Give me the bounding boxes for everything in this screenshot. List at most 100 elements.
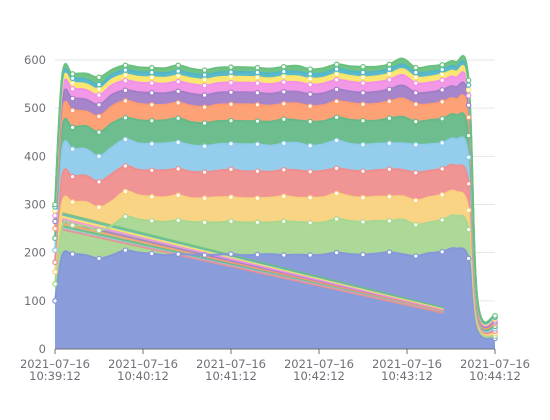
data-point[interactable] [52, 235, 58, 242]
data-point[interactable] [228, 141, 234, 147]
data-point[interactable] [201, 104, 208, 111]
data-point[interactable] [175, 139, 182, 146]
data-point[interactable] [333, 249, 340, 256]
data-point[interactable] [122, 188, 129, 195]
data-point[interactable] [439, 87, 446, 93]
data-point[interactable] [386, 76, 393, 83]
data-point[interactable] [201, 169, 208, 176]
data-point[interactable] [254, 195, 261, 202]
data-point[interactable] [122, 67, 129, 73]
data-point[interactable] [280, 218, 287, 225]
data-point[interactable] [386, 66, 393, 72]
data-point[interactable] [254, 69, 261, 76]
data-point[interactable] [307, 142, 314, 149]
data-point[interactable] [122, 136, 129, 143]
data-point[interactable] [52, 218, 58, 225]
data-point[interactable] [149, 193, 155, 200]
data-point[interactable] [69, 86, 76, 92]
data-point[interactable] [122, 213, 129, 220]
data-point[interactable] [360, 168, 366, 175]
data-point[interactable] [360, 63, 366, 70]
data-point[interactable] [280, 79, 287, 85]
data-point[interactable] [96, 255, 102, 262]
data-point[interactable] [465, 132, 472, 139]
data-point[interactable] [412, 197, 419, 204]
data-point[interactable] [228, 74, 234, 80]
data-point[interactable] [412, 169, 419, 176]
data-point[interactable] [175, 115, 182, 122]
data-point[interactable] [386, 115, 393, 122]
data-point[interactable] [360, 89, 366, 96]
data-point[interactable] [280, 88, 287, 95]
data-point[interactable] [201, 76, 208, 83]
data-point[interactable] [386, 86, 393, 93]
data-point[interactable] [96, 101, 102, 108]
data-point[interactable] [439, 248, 446, 255]
data-point[interactable] [201, 92, 208, 98]
data-point[interactable] [254, 168, 261, 175]
data-point[interactable] [280, 63, 287, 70]
data-point[interactable] [149, 89, 155, 96]
data-point[interactable] [254, 89, 261, 96]
data-point[interactable] [149, 117, 155, 124]
data-point[interactable] [175, 166, 182, 172]
data-point[interactable] [69, 124, 76, 131]
data-point[interactable] [307, 168, 314, 175]
data-point[interactable] [52, 247, 58, 254]
data-point[interactable] [228, 79, 234, 86]
data-point[interactable] [386, 98, 393, 105]
data-point[interactable] [201, 82, 208, 89]
data-point[interactable] [386, 140, 393, 147]
data-point[interactable] [280, 193, 287, 200]
data-point[interactable] [412, 253, 419, 259]
data-point[interactable] [175, 192, 182, 199]
data-point[interactable] [69, 95, 76, 102]
data-point[interactable] [96, 129, 102, 136]
data-point[interactable] [465, 180, 472, 187]
data-point[interactable] [254, 74, 261, 81]
data-point[interactable] [360, 141, 366, 148]
data-point[interactable] [412, 89, 419, 96]
data-point[interactable] [412, 141, 419, 148]
data-point[interactable] [69, 199, 76, 205]
data-point[interactable] [307, 118, 314, 125]
data-point[interactable] [69, 173, 76, 180]
data-point[interactable] [201, 195, 208, 202]
data-point[interactable] [412, 118, 419, 125]
data-point[interactable] [307, 75, 314, 82]
data-point[interactable] [52, 212, 58, 219]
data-point[interactable] [201, 219, 208, 226]
data-point[interactable] [122, 77, 129, 84]
data-point[interactable] [69, 251, 76, 257]
data-point[interactable] [439, 62, 446, 68]
data-point[interactable] [333, 71, 340, 77]
data-point[interactable] [465, 114, 472, 121]
data-point[interactable] [465, 87, 472, 93]
data-point[interactable] [307, 91, 314, 97]
data-point[interactable] [228, 69, 234, 75]
data-point[interactable] [254, 219, 261, 226]
data-point[interactable] [307, 71, 314, 77]
data-point[interactable] [280, 167, 287, 173]
data-point[interactable] [149, 69, 155, 76]
data-point[interactable] [228, 117, 234, 124]
data-point[interactable] [412, 101, 419, 108]
data-point[interactable] [439, 66, 446, 73]
data-point[interactable] [360, 194, 366, 201]
data-point[interactable] [280, 73, 287, 80]
data-point[interactable] [122, 87, 129, 94]
data-point[interactable] [333, 76, 340, 83]
data-point[interactable] [307, 252, 314, 258]
data-point[interactable] [439, 71, 446, 78]
data-point[interactable] [149, 64, 155, 71]
data-point[interactable] [465, 207, 472, 214]
data-point[interactable] [465, 255, 472, 262]
data-point[interactable] [254, 118, 261, 124]
data-point[interactable] [175, 78, 182, 85]
data-point[interactable] [307, 81, 314, 88]
data-point[interactable] [228, 194, 234, 201]
data-point[interactable] [228, 89, 234, 96]
data-point[interactable] [122, 163, 129, 169]
data-point[interactable] [228, 218, 234, 225]
data-point[interactable] [360, 219, 366, 225]
